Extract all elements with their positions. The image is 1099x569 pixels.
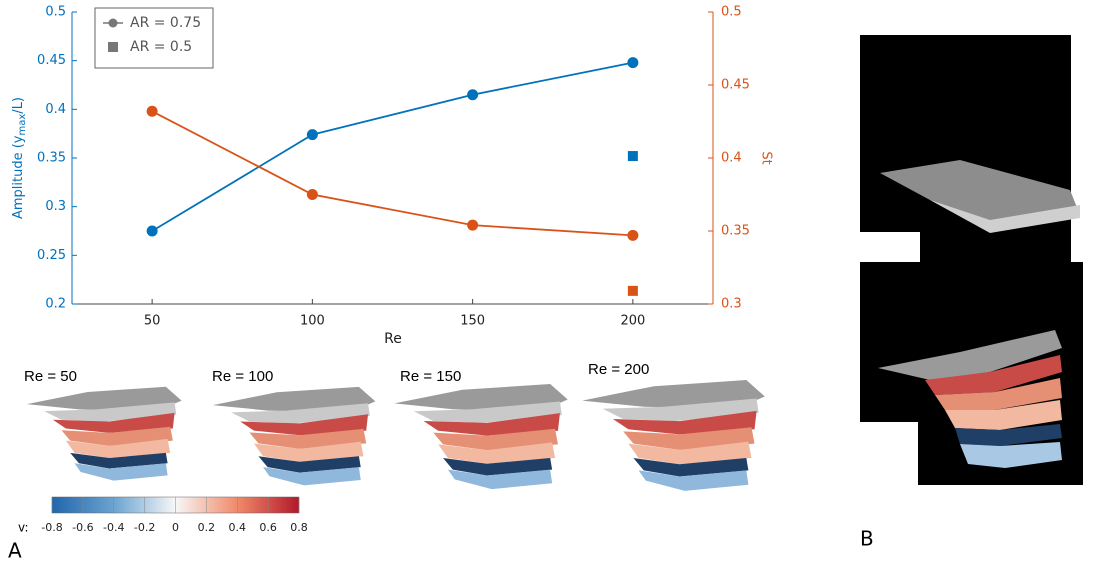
y-tick-label: 0.25 xyxy=(37,248,66,263)
render-label: Re = 50 xyxy=(24,368,77,385)
render-label: Re = 200 xyxy=(588,361,649,378)
y2-tick-label: 0.45 xyxy=(721,78,750,93)
plot-area: 50 100 150 200 0.2 0.25 0.3 0.35 0.4 0.45 0.5 0.3 0.… xyxy=(11,5,774,348)
y2-tick-label: 0.4 xyxy=(721,151,742,166)
y-tick-label: 0.5 xyxy=(45,5,66,20)
colorbar-tick-label: -0.2 xyxy=(134,521,155,534)
y-tick-label: 0.45 xyxy=(37,53,66,68)
colorbar-tick-label: -0.8 xyxy=(41,521,62,534)
y-tick-label: 0.35 xyxy=(37,151,66,166)
figure: 50 100 150 200 0.2 0.25 0.3 0.35 0.4 0.45 0.5 0.3 0.… xyxy=(0,0,1099,569)
y2-axis-label: St xyxy=(759,151,774,164)
y-axis-label-part: /L) xyxy=(11,97,26,114)
legend-marker xyxy=(109,19,118,28)
point xyxy=(147,226,158,237)
panel-b xyxy=(860,35,1083,485)
x-tick-label: 100 xyxy=(300,314,325,329)
y2-tick-label: 0.5 xyxy=(721,5,742,20)
legend-label: AR = 0.5 xyxy=(130,39,192,55)
series-line xyxy=(152,111,633,235)
colorbar-label: v: xyxy=(18,521,29,535)
panel-label: B xyxy=(860,527,874,551)
y-axis-label-part: max xyxy=(17,114,28,136)
point xyxy=(307,129,318,140)
colorbar-tick-label: -0.4 xyxy=(103,521,124,534)
render-image xyxy=(213,387,376,486)
y-tick-label: 0.3 xyxy=(45,199,66,214)
point xyxy=(467,220,478,231)
render-image xyxy=(394,384,567,489)
legend-label: AR = 0.75 xyxy=(130,15,201,31)
y-tick-label: 0.2 xyxy=(45,297,66,312)
y-tick-label: 0.4 xyxy=(45,102,66,117)
point xyxy=(147,106,158,117)
point xyxy=(307,189,318,200)
x-tick-label: 150 xyxy=(460,314,485,329)
point xyxy=(628,151,638,161)
point xyxy=(627,57,638,68)
colorbar-tick-label: 0.6 xyxy=(259,521,277,534)
render-image xyxy=(582,380,765,491)
panel-label: A xyxy=(8,539,22,563)
y-axis-label: Amplitude (ymax/L) xyxy=(11,97,29,219)
render-label: Re = 100 xyxy=(212,368,273,385)
point xyxy=(627,230,638,241)
series-line xyxy=(152,63,633,231)
colorbar-tick-label: -0.6 xyxy=(72,521,93,534)
y2-tick-label: 0.3 xyxy=(721,297,742,312)
colorbar-tick-label: 0.4 xyxy=(229,521,247,534)
x-tick-label: 200 xyxy=(620,314,645,329)
y2-tick-label: 0.35 xyxy=(721,224,750,239)
colorbar-tick-label: 0.8 xyxy=(290,521,308,534)
colorbar-tick-label: 0.2 xyxy=(198,521,216,534)
y-axis-label-part: Amplitude (y xyxy=(11,135,26,219)
x-tick-label: 50 xyxy=(144,314,161,329)
point xyxy=(467,89,478,100)
colorbar-tick-label: 0 xyxy=(172,521,179,534)
point xyxy=(628,286,638,296)
render-label: Re = 150 xyxy=(400,368,461,385)
render-image xyxy=(27,387,182,481)
x-axis-label: Re xyxy=(384,331,402,347)
legend-marker xyxy=(108,42,118,52)
